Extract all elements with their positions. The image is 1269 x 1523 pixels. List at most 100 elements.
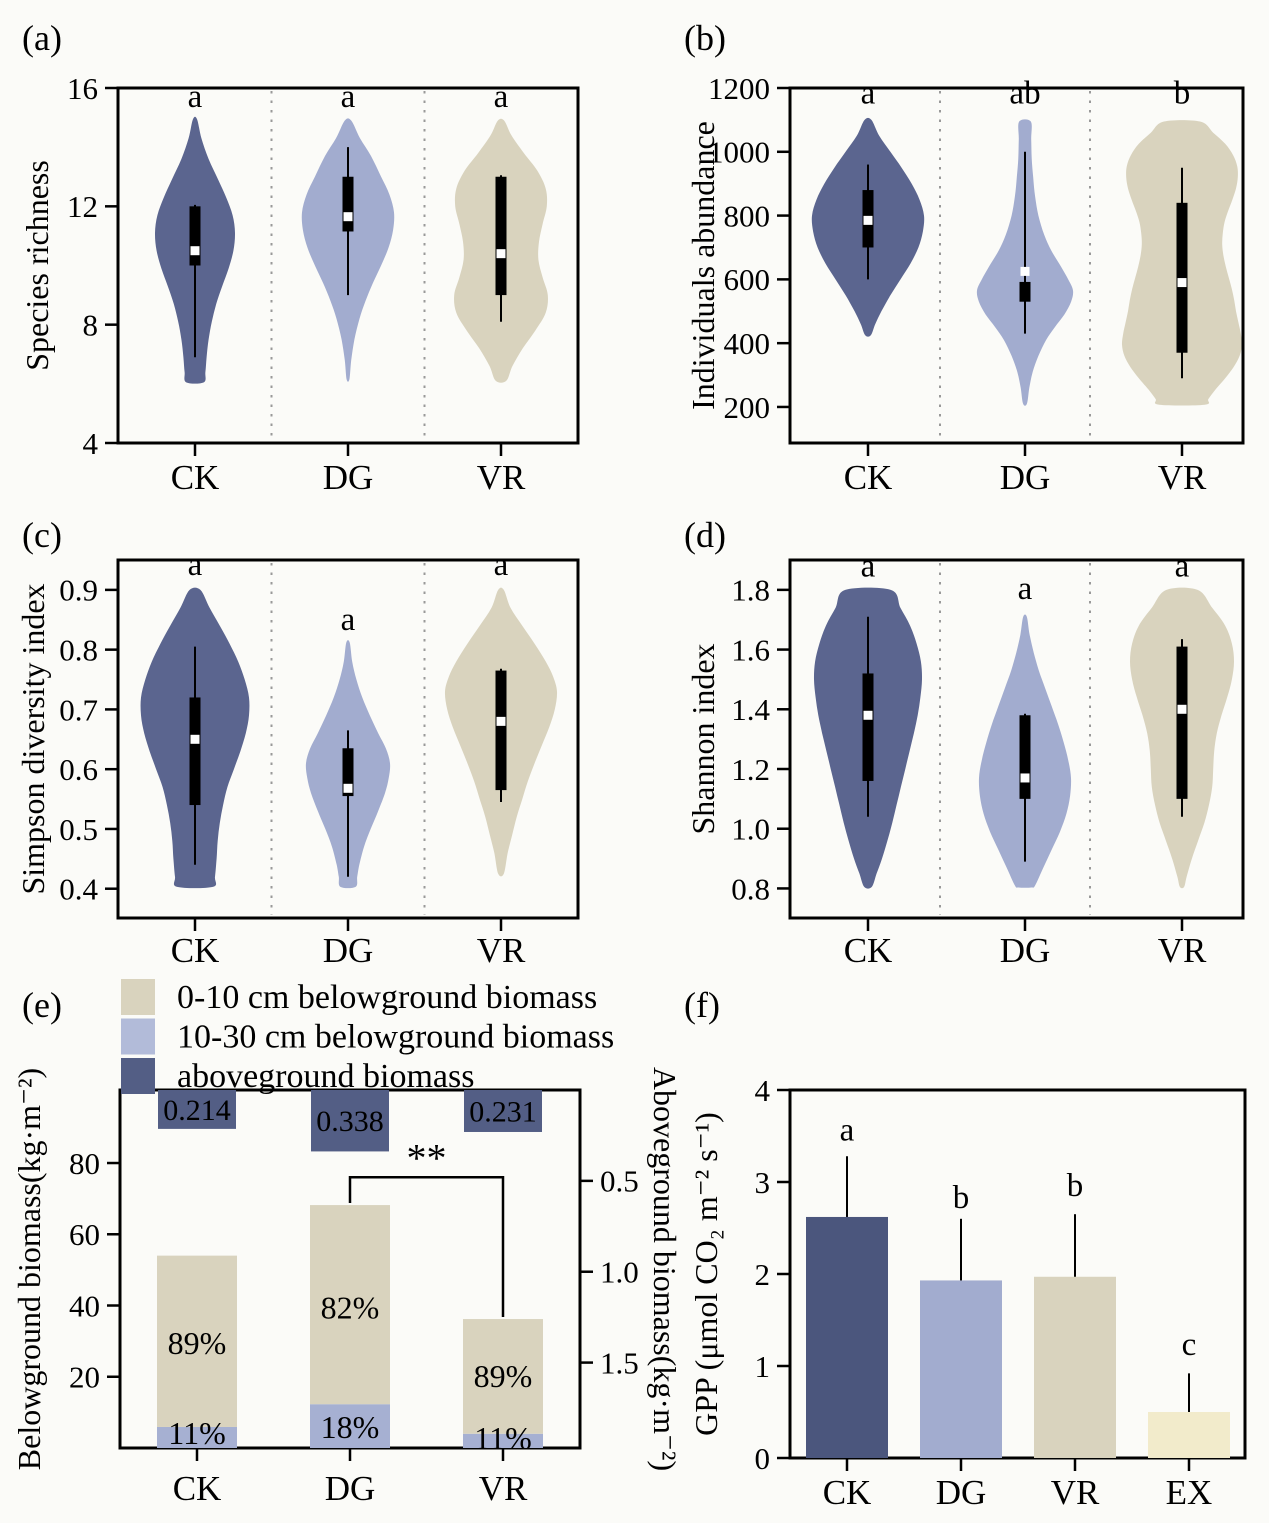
a-y-axis-title: Species richness (19, 160, 55, 371)
median-a-CK (190, 246, 200, 256)
d-frame (788, 558, 1245, 920)
sig-letter-f-EX: c (1182, 1327, 1197, 1363)
bar-e-CK-seg-10-30 (157, 1426, 237, 1448)
b-category-label: CK (844, 458, 893, 497)
e-significance-bracket (348, 1176, 505, 1318)
f-category-label: CK (823, 1473, 872, 1512)
d-ytick-label: 0.8 (731, 871, 770, 906)
median-a-VR (496, 249, 506, 259)
b-ytick-label: 600 (724, 262, 771, 297)
pct-label-CK-top: 89% (168, 1325, 227, 1361)
d-ytick-label: 1.0 (731, 812, 770, 847)
bar-e-VR-seg-10-30 (463, 1433, 543, 1448)
c-ytick-label: 0.4 (59, 872, 98, 907)
b-y-axis-title: Individuals abundance (685, 121, 721, 410)
b-frame (788, 86, 1245, 445)
panel-f-tag: (f) (684, 985, 720, 1025)
sig-letter-c-VR: a (494, 547, 509, 583)
pct-label-CK-bottom: 11% (168, 1415, 225, 1451)
panel-a-axes: 4 8 12 16 CK DG VR (67, 71, 580, 497)
a-ytick-label: 8 (83, 308, 99, 343)
bar-e-CK-aboveground (158, 1090, 236, 1129)
bar-f-EX (1148, 1412, 1230, 1458)
d-violins (813, 587, 1234, 889)
pct-label-VR-bottom: 11% (474, 1420, 531, 1456)
box-c-VR (495, 670, 507, 791)
c-category-label: CK (171, 931, 220, 970)
f-y-axis-title: GPP (μmol CO₂ m⁻² s⁻¹) (688, 1112, 724, 1436)
e-ytick-label: 60 (69, 1217, 100, 1252)
panel-f-axes: 0 1 2 3 4 CK DG VR EX (755, 1073, 1247, 1512)
legend-label-1: 10-30 cm belowground biomass (177, 1019, 614, 1056)
bar-f-CK (806, 1216, 888, 1458)
d-ytick-label: 1.8 (731, 573, 770, 608)
box-b-VR (1176, 202, 1188, 353)
e-category-label: VR (479, 1469, 528, 1508)
median-d-VR (1177, 704, 1187, 714)
legend-label-0: 0-10 cm belowground biomass (177, 979, 597, 1016)
e-ytick-label: 20 (69, 1360, 100, 1395)
sig-letter-a-CK: a (188, 79, 203, 115)
bar-e-DG-aboveground (311, 1090, 389, 1152)
sig-letter-d-DG: a (1018, 571, 1033, 607)
c-violins (140, 587, 558, 889)
bar-e-DG-seg-10-30 (310, 1404, 390, 1448)
sig-letter-b-VR: b (1174, 75, 1191, 111)
aboveground-value-DG: 0.338 (316, 1105, 384, 1138)
median-d-DG (1020, 773, 1030, 783)
b-violins (811, 117, 1242, 406)
bar-f-DG (920, 1280, 1002, 1458)
f-ytick-label: 1 (755, 1349, 771, 1384)
sig-letter-f-DG: b (953, 1180, 970, 1216)
c-ytick-label: 0.9 (59, 573, 98, 608)
panel-c-tag: (c) (22, 515, 62, 555)
panel-d-axes: 0.8 1.0 1.2 1.4 1.6 1.8 CK DG VR (731, 558, 1245, 970)
panel-c-axes: 0.4 0.5 0.6 0.7 0.8 0.9 CK DG VR (59, 558, 580, 970)
b-category-label: DG (1000, 458, 1051, 497)
median-b-VR (1177, 278, 1187, 288)
f-category-label: DG (936, 1473, 987, 1512)
f-ytick-label: 2 (755, 1257, 771, 1292)
d-ytick-label: 1.6 (731, 632, 770, 667)
d-category-label: DG (1000, 931, 1051, 970)
b-ytick-label: 400 (724, 326, 771, 361)
median-c-DG (343, 783, 353, 793)
f-ytick-label: 3 (755, 1165, 771, 1200)
pct-label-DG-top: 82% (321, 1289, 380, 1325)
sig-letter-f-CK: a (840, 1113, 855, 1149)
sig-letter-c-CK: a (188, 547, 203, 583)
e-left-axis-title: Belowground biomass(kg·m⁻²) (11, 1068, 47, 1470)
b-category-label: VR (1158, 458, 1207, 497)
a-ytick-label: 12 (67, 189, 98, 224)
a-category-label: DG (323, 458, 374, 497)
box-a-DG (342, 176, 354, 232)
box-d-DG (1019, 715, 1031, 799)
d-ytick-label: 1.4 (731, 692, 770, 727)
pct-label-VR-top: 89% (474, 1358, 533, 1394)
median-b-DG (1020, 266, 1030, 276)
sig-letter-f-VR: b (1067, 1168, 1084, 1204)
panel-b-tag: (b) (684, 18, 726, 58)
e-right-axis-title: Aboveground biomass(kg·m⁻²) (647, 1067, 683, 1471)
a-category-label: CK (171, 458, 220, 497)
c-y-axis-title: Simpson diversity index (15, 583, 51, 894)
sig-letter-a-VR: a (494, 79, 509, 115)
a-ytick-label: 4 (83, 426, 99, 461)
e-ytick-label: 80 (69, 1146, 100, 1181)
f-ytick-label: 0 (755, 1441, 771, 1476)
sig-letter-a-DG: a (341, 79, 356, 115)
median-c-VR (496, 716, 506, 726)
sig-letter-b-CK: a (861, 75, 876, 111)
sig-letter-d-VR: a (1175, 548, 1190, 584)
box-a-CK (189, 206, 201, 266)
bar-e-VR-seg-0-10 (463, 1319, 543, 1434)
d-category-label: CK (844, 931, 893, 970)
legend-swatch-2 (121, 1058, 155, 1094)
panel-e-tag: (e) (22, 985, 62, 1025)
box-b-DG (1019, 281, 1031, 302)
box-c-CK (189, 697, 201, 806)
e-ytick-label: 40 (69, 1288, 100, 1323)
